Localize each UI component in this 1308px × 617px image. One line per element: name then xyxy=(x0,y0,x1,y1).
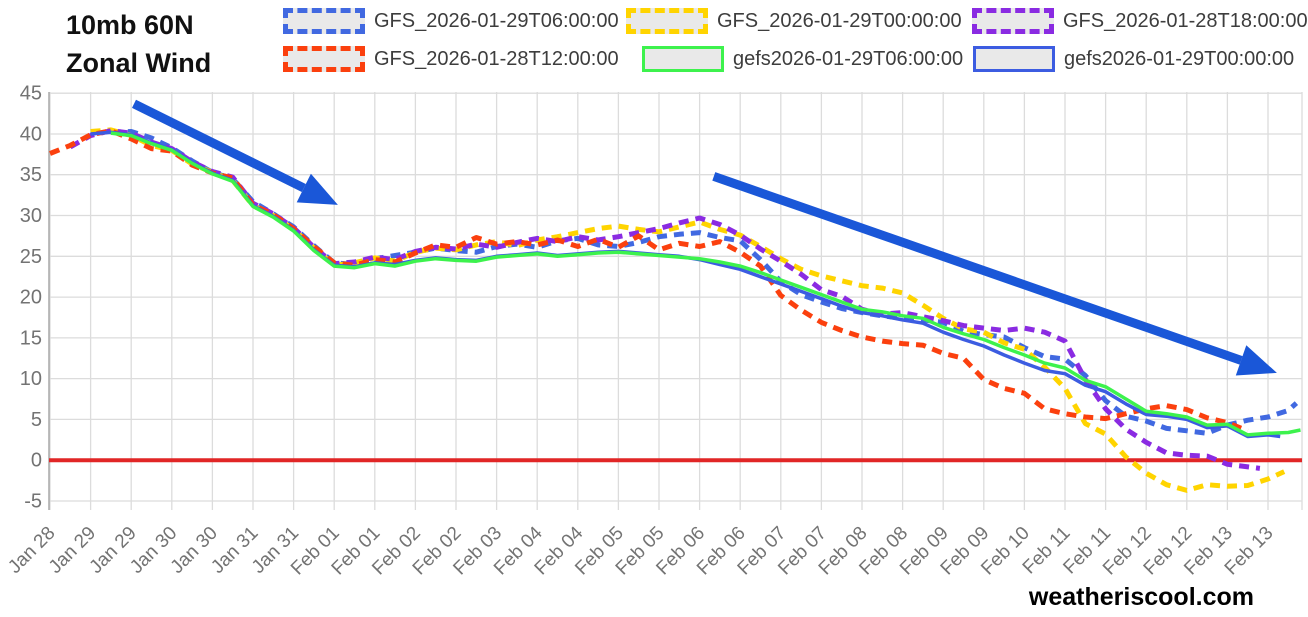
legend-label: GFS_2026-01-29T06:00:00 xyxy=(374,9,619,32)
y-axis-label: 10 xyxy=(20,368,42,390)
y-axis-label: 35 xyxy=(20,164,42,186)
legend-item-gfs-2026-01-28t12-00-00[interactable]: GFS_2026-01-28T12:00:00 xyxy=(283,46,619,72)
legend-label: gefs2026-01-29T06:00:00 xyxy=(733,47,964,70)
legend-swatch-icon xyxy=(626,8,708,34)
y-axis-label: 0 xyxy=(31,450,42,472)
legend-swatch-icon xyxy=(973,46,1055,72)
y-axis-label: 30 xyxy=(20,205,42,227)
y-axis-label: 20 xyxy=(20,287,42,309)
legend-item-gfs-2026-01-29t00-00-00[interactable]: GFS_2026-01-29T00:00:00 xyxy=(626,8,962,34)
trend-arrow-2-head-icon xyxy=(1235,345,1277,376)
legend-swatch-icon xyxy=(283,46,365,72)
legend-label: GFS_2026-01-29T00:00:00 xyxy=(717,9,962,32)
y-axis-label: -5 xyxy=(24,491,42,513)
watermark: weatheriscool.com xyxy=(1028,583,1254,611)
legend-label: GFS_2026-01-28T12:00:00 xyxy=(374,47,619,70)
legend-item-gefs2026-01-29t06-00-00[interactable]: gefs2026-01-29T06:00:00 xyxy=(642,46,963,72)
series-gefs-2026-01-29t06 xyxy=(110,131,1301,437)
trend-arrow-1-head-icon xyxy=(296,173,338,205)
legend-item-gfs-2026-01-29t06-00-00[interactable]: GFS_2026-01-29T06:00:00 xyxy=(283,8,619,34)
y-axis-label: 40 xyxy=(20,124,42,146)
series-gfs-2026-01-28t12 xyxy=(49,128,1249,434)
y-axis-label: 45 xyxy=(20,83,42,105)
series-gfs-2026-01-28t18 xyxy=(69,128,1261,471)
y-axis-label: 5 xyxy=(31,409,42,431)
chart-title-line2: Zonal Wind xyxy=(66,48,212,78)
y-axis-label: 25 xyxy=(20,246,42,268)
series-gfs-2026-01-29t06 xyxy=(110,129,1299,436)
legend-swatch-icon xyxy=(283,8,365,34)
legend-item-gefs2026-01-29t00-00-00[interactable]: gefs2026-01-29T00:00:00 xyxy=(973,46,1294,72)
legend-swatch-icon xyxy=(642,46,724,72)
y-axis-label: 15 xyxy=(20,327,42,349)
chart-title: 10mb 60N Zonal Wind xyxy=(66,6,211,82)
trend-arrow-2-shaft xyxy=(712,172,1243,365)
legend-label: GFS_2026-01-28T18:00:00 xyxy=(1063,9,1308,32)
legend-label: gefs2026-01-29T00:00:00 xyxy=(1064,47,1295,70)
trend-arrow-1-shaft xyxy=(132,99,306,193)
chart-title-line1: 10mb 60N xyxy=(66,10,194,40)
series-gefs-2026-01-29t00 xyxy=(90,130,1281,439)
legend-item-gfs-2026-01-28t18-00-00[interactable]: GFS_2026-01-28T18:00:00 xyxy=(972,8,1308,34)
legend-swatch-icon xyxy=(972,8,1054,34)
